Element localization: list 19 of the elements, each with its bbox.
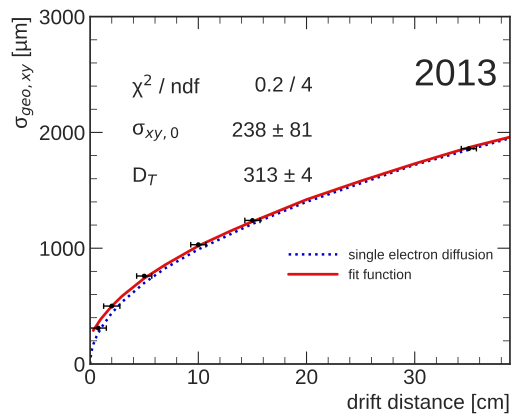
annotation: σ$_{xy,0}$ — [132, 123, 178, 141]
annotation: 0.2 / 4 — [256, 76, 312, 92]
y-axis-title: σ$_{geo,xy}$ [µm] — [12, 18, 34, 128]
y-tick-label: 3000 — [40, 10, 84, 24]
y-tick-label: 1000 — [40, 241, 84, 256]
x-axis-title: drift distance [cm] — [348, 394, 508, 414]
annotation: D$_{T}$ — [134, 167, 158, 186]
legend-label: fit function — [348, 269, 411, 280]
legend-label: single electron diffusion — [348, 249, 492, 262]
x-tick-label: 10 — [188, 369, 210, 384]
x-tick-label: 30 — [404, 369, 426, 384]
y-tick-label: 0 — [74, 357, 84, 372]
annotation: 2013 — [416, 59, 496, 86]
x-tick-label: 20 — [296, 369, 318, 384]
x-tick-label: 0 — [85, 369, 96, 384]
annotation: χ$^{2}$ / ndf — [132, 74, 200, 98]
y-tick-label: 2000 — [40, 125, 84, 140]
annotation: 238 ± 81 — [232, 122, 312, 137]
annotation: 313 ± 4 — [244, 167, 312, 182]
